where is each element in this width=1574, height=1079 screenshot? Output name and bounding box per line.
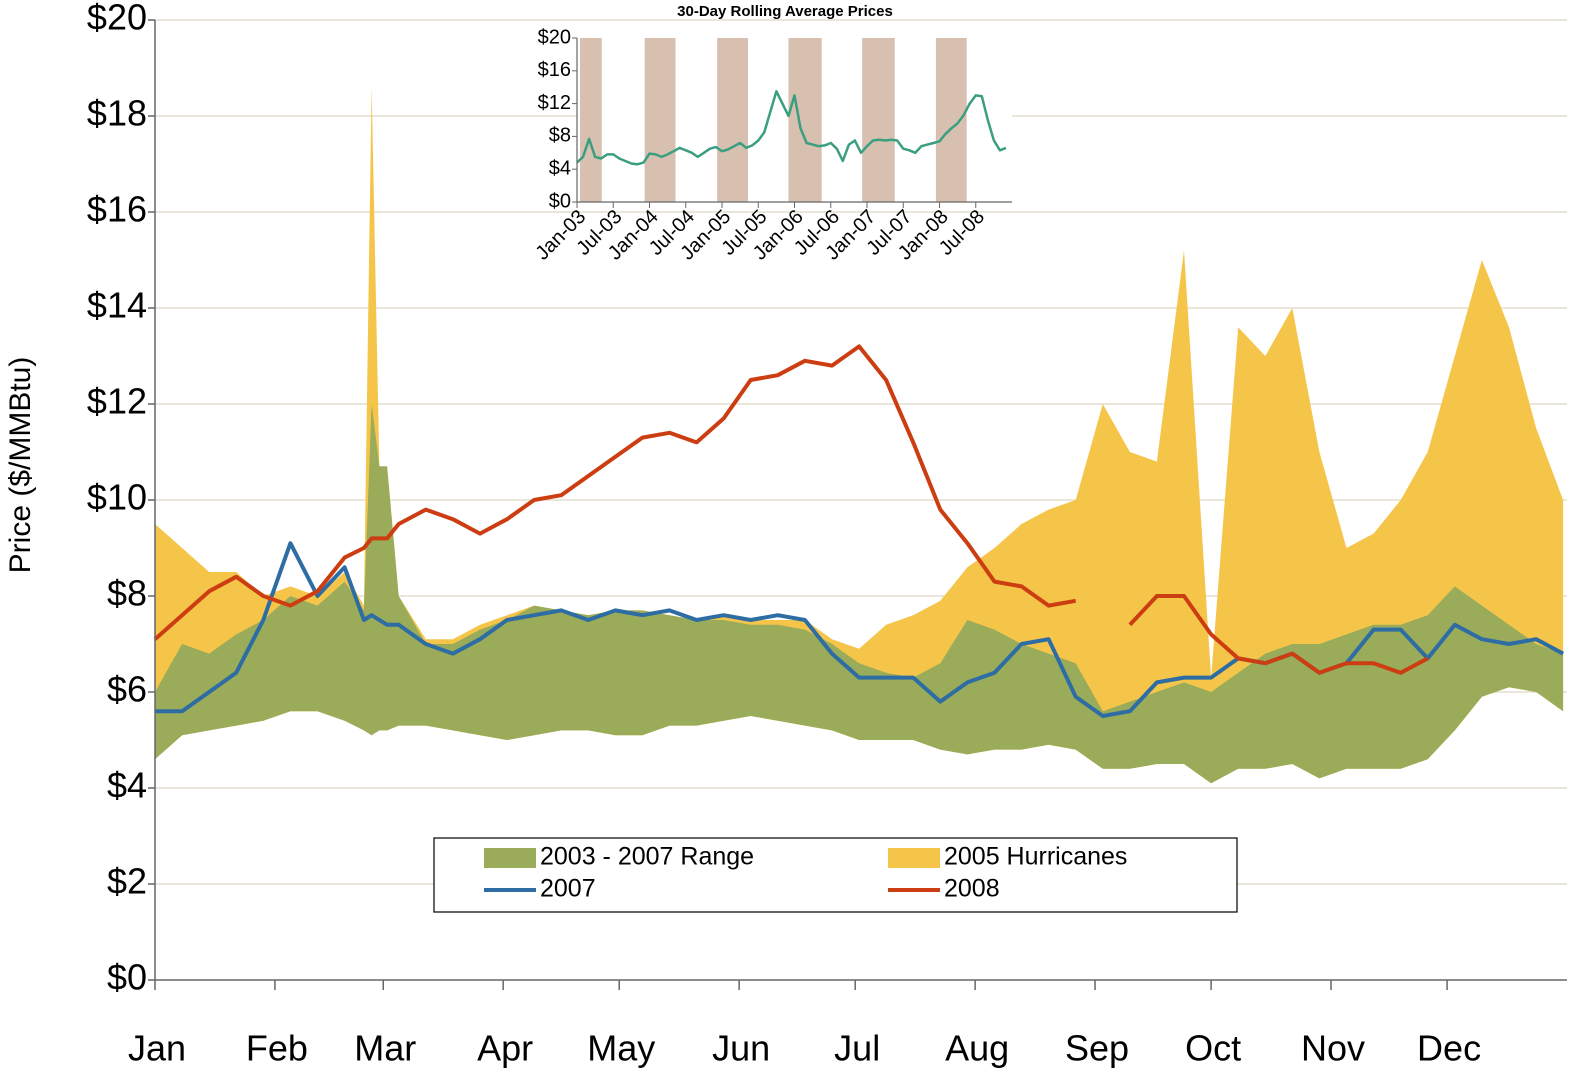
y-tick-label: $10: [87, 477, 147, 518]
x-tick-label: May: [587, 1028, 655, 1069]
y-tick-label: $8: [107, 573, 147, 614]
y-tick-label: $20: [538, 26, 571, 48]
y-tick-label: $4: [107, 765, 147, 806]
x-tick-label: Sep: [1065, 1028, 1129, 1069]
x-tick-label: Nov: [1301, 1028, 1365, 1069]
x-tick-label: Oct: [1185, 1028, 1241, 1069]
x-tick-label: Feb: [246, 1028, 308, 1069]
y-tick-label: $12: [538, 92, 571, 114]
shaded-span: [717, 38, 748, 202]
y-tick-label: $16: [87, 189, 147, 230]
y-tick-label: $20: [87, 0, 147, 38]
legend-label: 2008: [944, 875, 1000, 903]
x-tick-label: Jul: [834, 1028, 880, 1069]
shaded-span: [788, 38, 822, 202]
y-tick-label: $16: [538, 59, 571, 81]
legend-label: 2007: [540, 875, 596, 903]
inset-line: [576, 90, 1007, 166]
x-tick-label: Dec: [1417, 1028, 1481, 1069]
legend-label: 2005 Hurricanes: [944, 843, 1127, 871]
x-tick-label: Mar: [354, 1028, 416, 1069]
legend-box: [433, 837, 1238, 913]
y-tick-label: $4: [549, 157, 571, 179]
inset-title: 30-Day Rolling Average Prices: [677, 3, 893, 20]
y-axis-label: Price ($/MMBtu): [4, 357, 37, 574]
series-line: [153, 344, 1429, 675]
x-tick-label: Jun: [712, 1028, 770, 1069]
y-tick-label: $2: [107, 861, 147, 902]
shaded-span: [935, 38, 967, 202]
y-tick-label: $14: [87, 285, 147, 326]
main-chart: $0 $2 $4 $6 $8 $10 $12 $14 $16 $18 $20 Jan Feb Mar Apr…: [4, 0, 1567, 1069]
y-tick-label: $18: [87, 93, 147, 134]
y-tick-label: $8: [549, 125, 571, 147]
x-tick-label: Apr: [477, 1028, 533, 1069]
x-tick-label: Jan: [128, 1028, 186, 1069]
y-tick-label: $0: [107, 957, 147, 998]
legend-swatch: [888, 848, 940, 868]
range-area: [155, 404, 1564, 784]
legend-swatch: [484, 848, 536, 868]
y-tick-label: $0: [549, 190, 571, 212]
inset-chart: 30-Day Rolling Average Prices $0 $4 $8 $12 $1…: [531, 3, 1012, 265]
y-tick-label: $12: [87, 381, 147, 422]
y-tick-label: $6: [107, 669, 147, 710]
legend-label: 2003 - 2007 Range: [540, 843, 754, 871]
x-tick-label: Aug: [945, 1028, 1009, 1069]
shaded-span: [862, 38, 895, 202]
shaded-span: [580, 38, 602, 202]
shaded-span: [644, 38, 676, 202]
